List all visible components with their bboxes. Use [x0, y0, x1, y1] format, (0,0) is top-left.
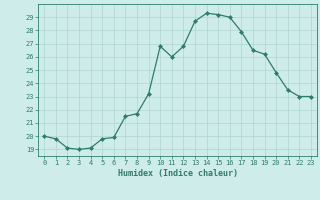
X-axis label: Humidex (Indice chaleur): Humidex (Indice chaleur)	[118, 169, 238, 178]
